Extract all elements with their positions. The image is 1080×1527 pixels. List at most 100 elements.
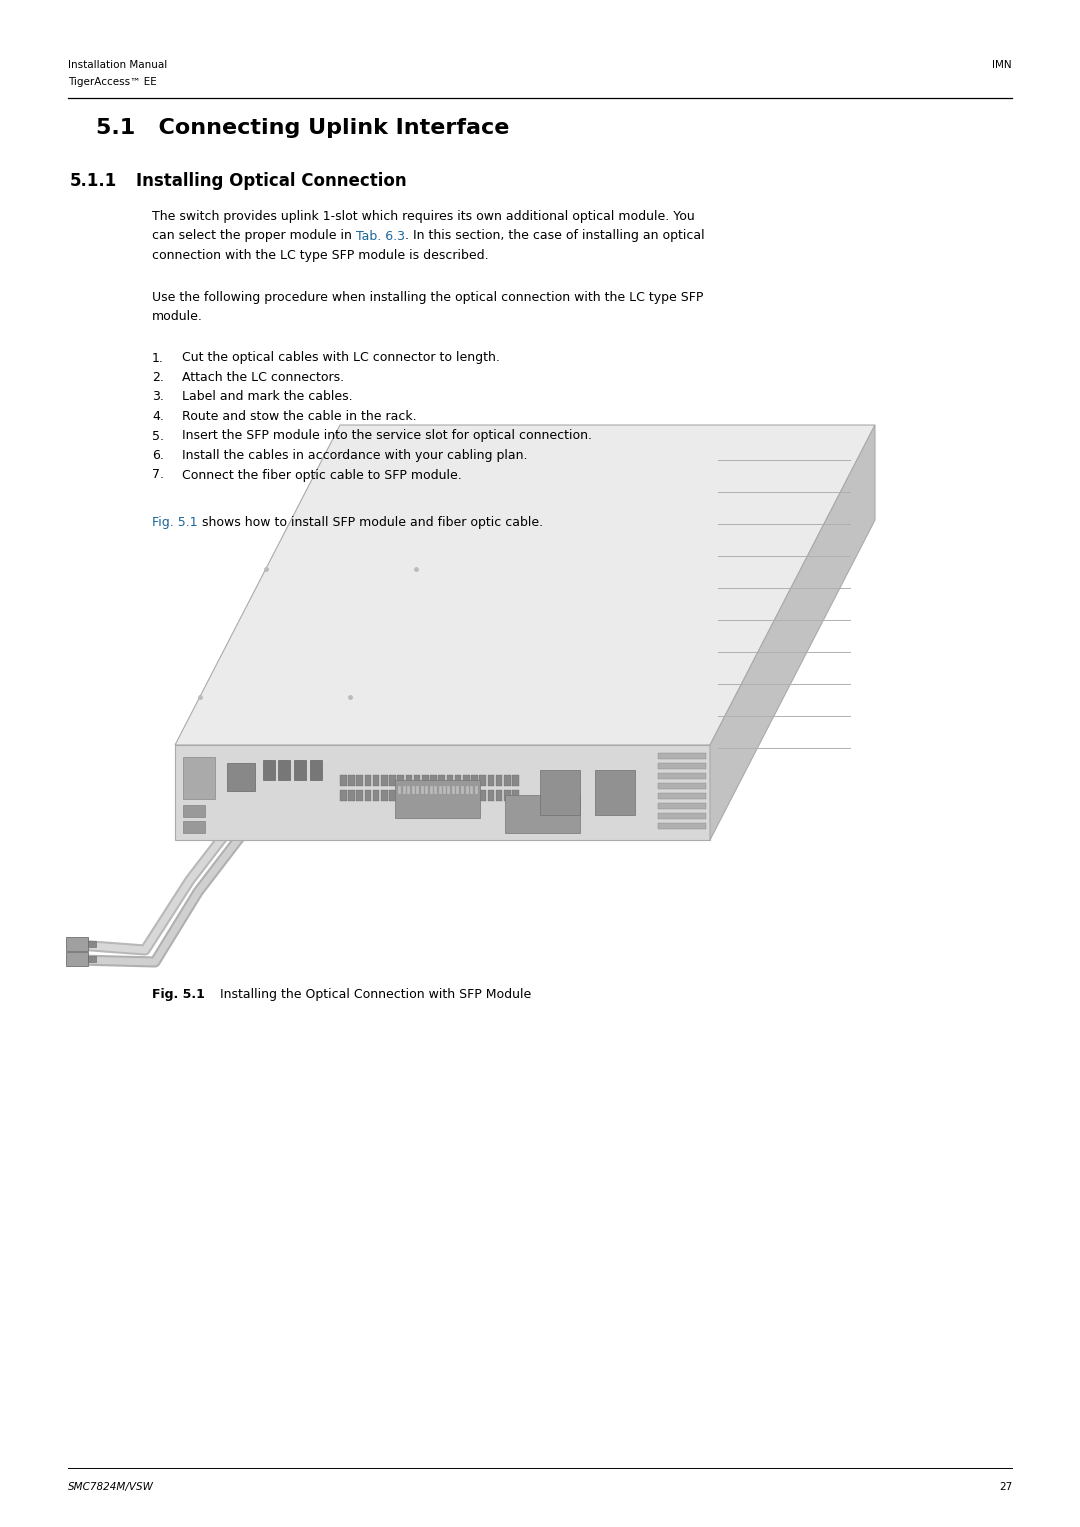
Bar bbox=[471, 789, 477, 802]
Bar bbox=[447, 789, 454, 802]
Bar bbox=[407, 786, 410, 794]
Bar bbox=[406, 789, 413, 802]
Bar bbox=[434, 786, 437, 794]
Text: Cut the optical cables with LC connector to length.: Cut the optical cables with LC connector… bbox=[183, 351, 500, 365]
Text: Installing Optical Connection: Installing Optical Connection bbox=[136, 173, 407, 189]
Bar bbox=[438, 786, 442, 794]
Text: can select the proper module in: can select the proper module in bbox=[152, 229, 356, 243]
Bar bbox=[504, 776, 511, 786]
Bar bbox=[66, 938, 87, 951]
Text: TigerAccess™ EE: TigerAccess™ EE bbox=[68, 76, 157, 87]
Text: The switch provides uplink 1-slot which requires its own additional optical modu: The switch provides uplink 1-slot which … bbox=[152, 211, 694, 223]
Bar bbox=[480, 789, 486, 802]
Text: 5.1   Connecting Uplink Interface: 5.1 Connecting Uplink Interface bbox=[96, 118, 510, 137]
Bar bbox=[416, 786, 419, 794]
Bar bbox=[294, 760, 306, 780]
Bar bbox=[414, 789, 420, 802]
Bar bbox=[406, 776, 413, 786]
Bar bbox=[512, 789, 518, 802]
Text: Fig. 5.1: Fig. 5.1 bbox=[152, 516, 198, 528]
Bar bbox=[183, 822, 205, 834]
Bar bbox=[389, 776, 395, 786]
Bar bbox=[365, 776, 372, 786]
Text: Install the cables in accordance with your cabling plan.: Install the cables in accordance with yo… bbox=[183, 449, 527, 463]
Bar bbox=[348, 789, 354, 802]
Text: module.: module. bbox=[152, 310, 203, 324]
Text: shows how to install SFP module and fiber optic cable.: shows how to install SFP module and fibe… bbox=[198, 516, 543, 528]
Bar bbox=[658, 773, 706, 779]
Text: Connect the fiber optic cable to SFP module.: Connect the fiber optic cable to SFP mod… bbox=[183, 469, 462, 481]
Bar bbox=[457, 786, 459, 794]
Bar bbox=[465, 786, 469, 794]
Bar bbox=[505, 796, 580, 834]
Bar bbox=[430, 789, 436, 802]
Bar bbox=[658, 803, 706, 809]
Text: . In this section, the case of installing an optical: . In this section, the case of installin… bbox=[405, 229, 704, 243]
Bar bbox=[658, 793, 706, 799]
Bar bbox=[658, 812, 706, 818]
Bar bbox=[658, 783, 706, 789]
Bar bbox=[66, 951, 87, 967]
Text: 7.: 7. bbox=[152, 469, 164, 481]
Text: 4.: 4. bbox=[152, 411, 164, 423]
Bar bbox=[658, 753, 706, 759]
Bar bbox=[447, 786, 450, 794]
Bar bbox=[403, 786, 405, 794]
Text: Tab. 6.3: Tab. 6.3 bbox=[356, 229, 405, 243]
Text: 3.: 3. bbox=[152, 391, 164, 403]
Bar bbox=[487, 776, 495, 786]
Bar bbox=[463, 789, 470, 802]
Bar bbox=[87, 956, 96, 962]
Bar bbox=[480, 776, 486, 786]
Bar bbox=[340, 789, 347, 802]
Bar bbox=[411, 786, 415, 794]
Text: connection with the LC type SFP module is described.: connection with the LC type SFP module i… bbox=[152, 249, 488, 263]
Text: Installing the Optical Connection with SFP Module: Installing the Optical Connection with S… bbox=[204, 988, 531, 1002]
Bar bbox=[373, 776, 379, 786]
Bar bbox=[389, 789, 395, 802]
Bar bbox=[395, 780, 480, 818]
Text: Fig. 5.1: Fig. 5.1 bbox=[152, 988, 205, 1002]
Text: 5.: 5. bbox=[152, 429, 164, 443]
Bar bbox=[381, 789, 388, 802]
Bar bbox=[455, 776, 461, 786]
Text: 1.: 1. bbox=[152, 351, 164, 365]
Bar bbox=[397, 789, 404, 802]
Bar bbox=[470, 786, 473, 794]
Bar bbox=[504, 789, 511, 802]
Text: 2.: 2. bbox=[152, 371, 164, 383]
Bar bbox=[227, 764, 255, 791]
Bar bbox=[422, 789, 429, 802]
Text: Insert the SFP module into the service slot for optical connection.: Insert the SFP module into the service s… bbox=[183, 429, 592, 443]
Bar bbox=[183, 757, 215, 799]
Bar bbox=[430, 776, 436, 786]
Bar bbox=[512, 776, 518, 786]
Bar bbox=[381, 776, 388, 786]
Bar bbox=[658, 764, 706, 770]
Bar bbox=[373, 789, 379, 802]
Polygon shape bbox=[175, 745, 710, 840]
Bar bbox=[397, 776, 404, 786]
Bar bbox=[447, 776, 454, 786]
Bar bbox=[348, 776, 354, 786]
Bar bbox=[496, 789, 502, 802]
Text: 5.1.1: 5.1.1 bbox=[70, 173, 118, 189]
Bar bbox=[540, 770, 580, 815]
Bar bbox=[414, 776, 420, 786]
Polygon shape bbox=[710, 425, 875, 840]
Bar bbox=[463, 776, 470, 786]
Bar bbox=[87, 941, 96, 947]
Bar bbox=[474, 786, 477, 794]
Bar bbox=[595, 770, 635, 815]
Text: Attach the LC connectors.: Attach the LC connectors. bbox=[183, 371, 345, 383]
Bar bbox=[422, 776, 429, 786]
Bar bbox=[438, 776, 445, 786]
Bar bbox=[438, 789, 445, 802]
Text: Installation Manual: Installation Manual bbox=[68, 60, 167, 70]
Polygon shape bbox=[175, 425, 875, 745]
Bar bbox=[471, 776, 477, 786]
Bar bbox=[183, 805, 205, 817]
Bar bbox=[310, 760, 322, 780]
Bar bbox=[420, 786, 423, 794]
Text: 6.: 6. bbox=[152, 449, 164, 463]
